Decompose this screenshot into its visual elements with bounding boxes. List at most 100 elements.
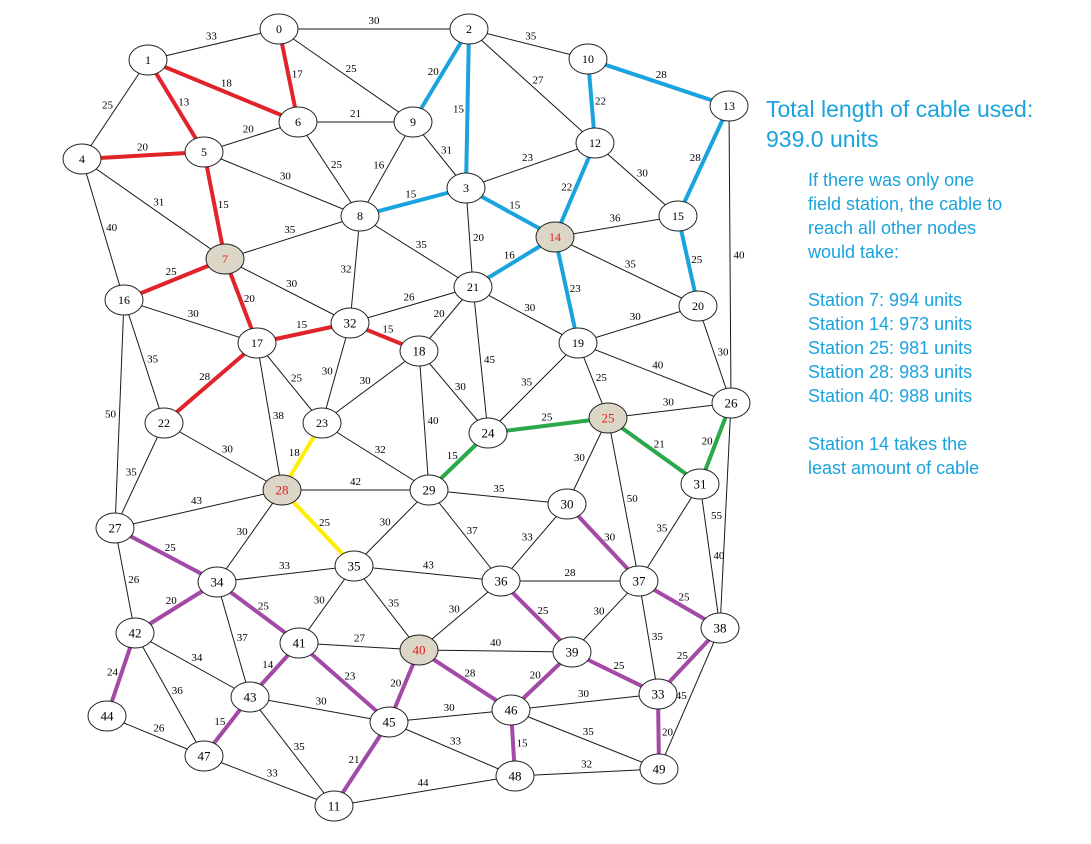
node-circle-9: [393, 106, 433, 138]
edge-weight-25-26: 30: [663, 397, 675, 409]
node-circle-44: [87, 700, 127, 732]
edge-weight-13-26: 40: [734, 249, 746, 261]
node-label-2: 2: [466, 22, 472, 36]
edge-weight-41-45: 23: [344, 671, 356, 683]
edge-40-39: [418, 649, 573, 653]
edge-weight-42-44: 24: [107, 667, 119, 679]
edge-24-25: [487, 416, 609, 435]
edge-weight-28-29: 42: [350, 476, 361, 488]
node-label-32: 32: [344, 316, 357, 331]
edge-weight-29-35: 30: [380, 517, 392, 529]
edge-weight-43-45: 30: [316, 696, 328, 708]
edge-weight-40-46: 28: [464, 668, 476, 680]
node-label-40: 40: [413, 643, 426, 658]
node-9: 9: [393, 106, 433, 138]
node-label-15: 15: [672, 209, 684, 223]
edge-weight-46-48: 15: [517, 738, 529, 750]
node-label-39: 39: [566, 645, 579, 660]
node-circle-21: [453, 271, 493, 303]
edge-43-45: [249, 696, 390, 723]
edge-weight-27-42: 26: [128, 574, 140, 586]
node-44: 44: [87, 700, 127, 732]
edge-28-35: [280, 488, 356, 568]
edge-14-19: [553, 236, 580, 344]
edge-45-48: [388, 721, 516, 777]
node-label-4: 4: [79, 152, 85, 166]
edge-33-46: [510, 693, 659, 711]
edge-weight-41-43: 14: [262, 659, 274, 671]
edge-weight-3-8: 15: [405, 188, 417, 200]
edge-weight-23-28: 18: [289, 447, 301, 459]
edge-27-42: [114, 527, 136, 634]
edge-25-31: [606, 416, 702, 486]
edge-weight-12-14: 22: [561, 182, 572, 194]
edge-weight-27-34: 25: [165, 542, 177, 554]
node-circle-48: [495, 760, 535, 792]
node-circle-20: [678, 290, 718, 322]
edge-28-27: [114, 489, 283, 529]
edge-weight-42-47: 36: [172, 685, 184, 697]
edge-weight-44-47: 26: [153, 723, 165, 735]
node-circle-26: [711, 387, 751, 419]
edge-weight-3-14: 15: [509, 200, 521, 212]
node-circle-25: [588, 402, 628, 434]
edge-21-19: [472, 286, 579, 344]
node-26: 26: [711, 387, 751, 419]
edge-weight-18-29: 40: [428, 415, 440, 427]
edge-weight-45-11: 21: [349, 754, 360, 766]
node-circle-15: [658, 200, 698, 232]
edge-weight-34-41: 25: [258, 600, 270, 612]
edge-weight-36-37: 28: [565, 567, 577, 579]
edge-6-8: [297, 121, 361, 217]
node-43: 43: [230, 681, 270, 713]
node-circle-17: [237, 327, 277, 359]
node-47: 47: [184, 740, 224, 772]
edge-weight-8-21: 35: [416, 239, 428, 251]
node-label-49: 49: [653, 762, 666, 777]
edge-weight-31-37: 35: [656, 523, 668, 535]
node-label-13: 13: [723, 99, 735, 113]
node-circle-31: [680, 468, 720, 500]
node-circle-40: [399, 634, 439, 666]
edge-weight-31-38: 40: [713, 550, 725, 562]
intro-line: reach all other nodes: [808, 218, 977, 238]
node-34: 34: [197, 566, 237, 598]
edge-45-11: [332, 720, 391, 808]
edge-weight-2-12: 27: [533, 74, 545, 86]
node-circle-0: [259, 13, 299, 45]
node-38: 38: [700, 612, 740, 644]
node-label-24: 24: [482, 426, 496, 441]
node-label-34: 34: [211, 575, 225, 590]
edge-18-29: [418, 350, 430, 491]
edge-weight-38-33: 25: [677, 650, 689, 662]
edge-weight-10-13: 28: [656, 69, 668, 81]
node-0: 0: [259, 13, 299, 45]
node-circle-16: [104, 284, 144, 316]
node-7: 7: [205, 243, 245, 275]
edge-weight-2-9: 20: [428, 66, 440, 78]
edge-19-26: [577, 342, 732, 404]
edge-21-24: [472, 286, 489, 434]
edge-weight-17-32: 15: [296, 319, 308, 331]
edge-weight-2-10: 35: [525, 30, 537, 42]
edge-weight-26-31: 20: [702, 435, 714, 447]
edge-9-8: [359, 121, 414, 217]
edge-weight-12-15: 30: [637, 168, 649, 180]
node-label-42: 42: [129, 626, 142, 641]
edge-weight-30-36: 33: [522, 532, 534, 544]
node-circle-28: [262, 474, 302, 506]
edge-weight-5-6: 20: [243, 123, 255, 135]
edge-weight-21-18: 20: [434, 308, 446, 320]
node-label-48: 48: [509, 769, 522, 784]
edge-weight-9-3: 31: [441, 144, 452, 156]
node-circle-24: [468, 417, 508, 449]
node-label-22: 22: [158, 416, 170, 430]
edge-weight-22-28: 30: [222, 444, 234, 456]
edge-22-27: [114, 422, 165, 529]
edge-8-21: [359, 215, 474, 288]
edge-10-13: [587, 57, 730, 108]
edge-weight-4-16: 40: [106, 222, 118, 234]
node-29: 29: [409, 474, 449, 506]
node-circle-42: [115, 617, 155, 649]
